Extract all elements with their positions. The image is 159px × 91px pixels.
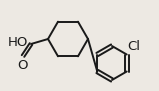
Text: O: O (18, 59, 28, 72)
Text: HO: HO (8, 36, 28, 50)
Text: Cl: Cl (128, 39, 141, 53)
